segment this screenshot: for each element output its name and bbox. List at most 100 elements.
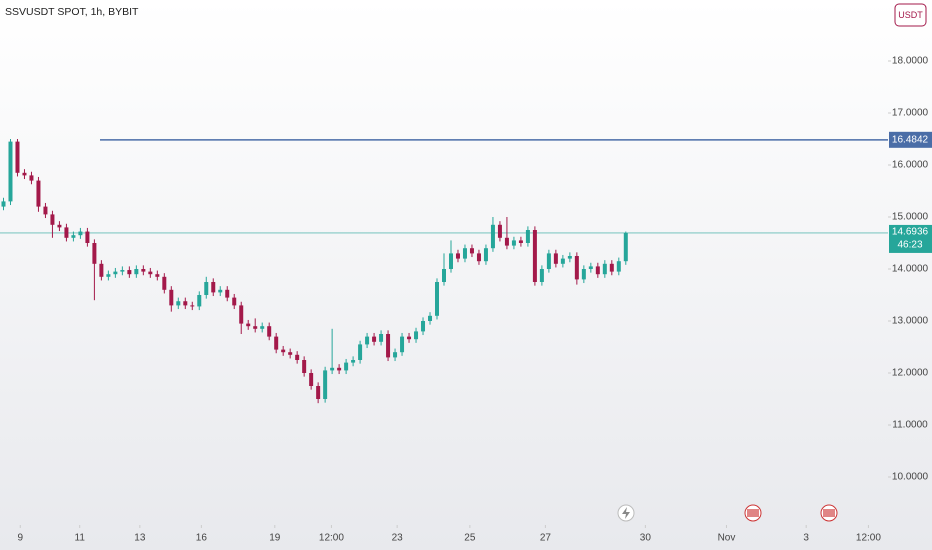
candle-body xyxy=(148,271,153,275)
candle-body xyxy=(113,271,118,275)
candle-body xyxy=(232,297,237,306)
y-tick-label: 17.0000 xyxy=(892,108,929,119)
candle-body xyxy=(64,227,69,238)
candle-body xyxy=(595,266,600,275)
candle-body xyxy=(435,282,440,316)
x-tick-label: 9 xyxy=(17,533,23,544)
event-icon-glyph xyxy=(622,507,630,519)
x-tick-label: 13 xyxy=(134,533,146,544)
candle-body xyxy=(302,360,307,374)
y-tick-label: 15.0000 xyxy=(892,212,929,223)
candle-body xyxy=(239,305,244,324)
candle-body xyxy=(358,344,363,361)
candle-body xyxy=(532,229,537,283)
candle-body xyxy=(344,362,349,371)
candle-body xyxy=(525,229,530,243)
candle-body xyxy=(623,232,628,262)
candle-body xyxy=(106,274,111,277)
candle-body xyxy=(616,261,621,272)
candle-body xyxy=(400,336,405,353)
candle-body xyxy=(281,349,286,353)
candle-body xyxy=(127,270,132,275)
candle-body xyxy=(78,231,83,236)
candle-body xyxy=(155,274,160,277)
x-tick-label: 16 xyxy=(196,533,208,544)
candle-body xyxy=(567,255,572,259)
candle-body xyxy=(253,326,258,329)
y-tick-label: 10.0000 xyxy=(892,472,929,483)
candle-body xyxy=(8,141,13,202)
candle-body xyxy=(246,323,251,327)
candle-body xyxy=(476,253,481,262)
candle-body xyxy=(197,295,202,307)
candle-body xyxy=(267,326,272,337)
event-icon-glyph xyxy=(747,509,759,517)
candle-body xyxy=(365,336,370,345)
candle-body xyxy=(414,331,419,340)
price-label: 14.6936 xyxy=(892,227,929,238)
candle-body xyxy=(120,270,125,272)
candle-body xyxy=(92,242,97,264)
event-icons xyxy=(617,504,838,522)
candle-body xyxy=(372,336,377,342)
candle-body xyxy=(553,253,558,264)
price-label-box xyxy=(889,224,932,253)
candle-body xyxy=(442,269,446,283)
candle-body xyxy=(288,352,293,355)
candle-body xyxy=(448,253,453,270)
x-tick-label: Nov xyxy=(718,533,736,544)
candle-body xyxy=(588,266,593,270)
x-tick-label: 25 xyxy=(464,533,476,544)
x-tick-label: 12:00 xyxy=(856,533,881,544)
y-tick-label: 12.0000 xyxy=(892,368,929,379)
candle-body xyxy=(162,276,167,290)
y-tick-label: 13.0000 xyxy=(892,316,929,327)
candle-body xyxy=(462,248,467,259)
candle-body xyxy=(539,269,544,283)
candle-body xyxy=(50,214,55,225)
x-tick-label: 3 xyxy=(803,533,809,544)
candle-body xyxy=(421,321,426,332)
candle-body xyxy=(15,141,20,173)
candle-body xyxy=(511,240,516,246)
countdown-label: 46:23 xyxy=(897,240,922,251)
candle-body xyxy=(574,255,579,280)
currency-label: USDT xyxy=(898,10,923,20)
candle-body xyxy=(260,326,265,329)
currency-badge[interactable] xyxy=(894,3,927,27)
candle-body xyxy=(337,367,342,371)
candle-body xyxy=(218,289,223,293)
candle-body xyxy=(29,175,34,181)
candle-body xyxy=(497,224,502,238)
candle-body xyxy=(560,258,565,264)
candle-body xyxy=(36,180,41,207)
candle-body xyxy=(85,231,90,243)
y-tick-label: 16.0000 xyxy=(892,160,929,171)
candle-body xyxy=(546,253,551,270)
candle-body xyxy=(351,360,356,363)
candle-body xyxy=(99,263,104,277)
event-icon-glyph xyxy=(823,509,835,517)
candle-body xyxy=(190,305,195,307)
candle-body xyxy=(518,240,523,243)
candle-body xyxy=(71,235,76,238)
candle-body xyxy=(393,352,398,358)
level-label-box xyxy=(889,131,932,148)
candle-body xyxy=(407,336,412,340)
candle-body xyxy=(309,373,314,387)
candle-body xyxy=(295,354,300,361)
candle-body xyxy=(22,172,27,176)
candle-body xyxy=(504,237,509,246)
level-label: 16.4842 xyxy=(892,134,929,145)
candle-body xyxy=(57,224,62,228)
candle-body xyxy=(330,367,335,371)
x-tick-label: 19 xyxy=(269,533,281,544)
candle-body xyxy=(204,282,209,296)
candle-body xyxy=(490,224,495,249)
x-tick-label: 11 xyxy=(75,533,86,544)
candle-body xyxy=(469,248,474,254)
chart-title: SSVUSDT SPOT, 1h, BYBIT xyxy=(5,6,139,18)
